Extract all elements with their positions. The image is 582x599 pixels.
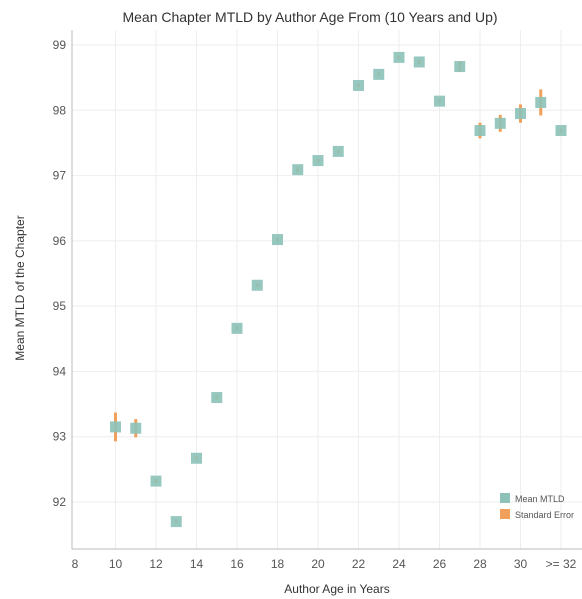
- mean-point: [332, 145, 344, 157]
- x-tick-label: >= 32: [546, 557, 577, 571]
- mean-point: [393, 51, 405, 63]
- x-tick-label: 18: [271, 557, 285, 571]
- y-axis-title: Mean MTLD of the Chapter: [13, 215, 27, 360]
- legend-swatch-error: [500, 509, 510, 519]
- legend-label-error: Standard Error: [515, 510, 574, 520]
- mean-point: [191, 452, 202, 464]
- mean-point: [474, 125, 486, 137]
- x-tick-label: 22: [352, 557, 366, 571]
- error-bars: [114, 55, 563, 524]
- x-tick-label: 26: [433, 557, 447, 571]
- mean-point: [434, 95, 445, 107]
- x-tick-label: 10: [109, 557, 123, 571]
- legend-label-mean: Mean MTLD: [515, 494, 565, 504]
- grid: [72, 30, 582, 549]
- mean-point: [373, 68, 385, 80]
- tick-labels: 8 10 12 14 16 18 20 22 24 26 28 30 >= 32 92 93 94 95 96 97…: [53, 38, 577, 571]
- x-tick-label: 24: [392, 557, 406, 571]
- mean-point: [494, 117, 506, 129]
- mean-point: [413, 56, 425, 68]
- data-points: [110, 51, 567, 528]
- x-tick-label: 14: [190, 557, 204, 571]
- mean-point: [535, 96, 547, 108]
- mean-point: [272, 234, 283, 246]
- y-tick-label: 93: [53, 430, 67, 444]
- x-tick-label: 12: [149, 557, 163, 571]
- mean-point: [211, 392, 223, 404]
- mean-point: [353, 79, 364, 91]
- mean-point: [251, 279, 263, 291]
- mean-point: [292, 164, 304, 176]
- legend: Mean MTLD Standard Error: [500, 493, 574, 520]
- chart-title: Mean Chapter MTLD by Author Age From (10…: [122, 9, 497, 25]
- mean-point: [130, 422, 142, 434]
- axes: [71, 30, 582, 550]
- mean-point: [231, 322, 243, 334]
- mean-point: [150, 475, 162, 487]
- y-tick-label: 97: [53, 169, 67, 183]
- x-tick-label: 16: [230, 557, 244, 571]
- y-tick-label: 96: [53, 234, 67, 248]
- y-tick-label: 99: [53, 38, 67, 52]
- x-tick-label: 28: [473, 557, 487, 571]
- y-tick-label: 92: [53, 495, 67, 509]
- y-tick-label: 95: [53, 299, 67, 313]
- mean-point: [454, 61, 466, 73]
- x-tick-label: 30: [514, 557, 528, 571]
- mean-point: [170, 516, 182, 528]
- x-axis-title: Author Age in Years: [284, 582, 389, 596]
- x-tick-label: 8: [72, 557, 79, 571]
- y-tick-label: 98: [53, 103, 67, 117]
- mean-point: [312, 155, 324, 167]
- y-tick-label: 94: [53, 364, 67, 378]
- x-tick-label: 20: [311, 557, 325, 571]
- legend-swatch-mean: [500, 493, 510, 503]
- mean-point: [515, 108, 526, 120]
- mean-point: [555, 125, 567, 137]
- mean-point: [110, 421, 121, 433]
